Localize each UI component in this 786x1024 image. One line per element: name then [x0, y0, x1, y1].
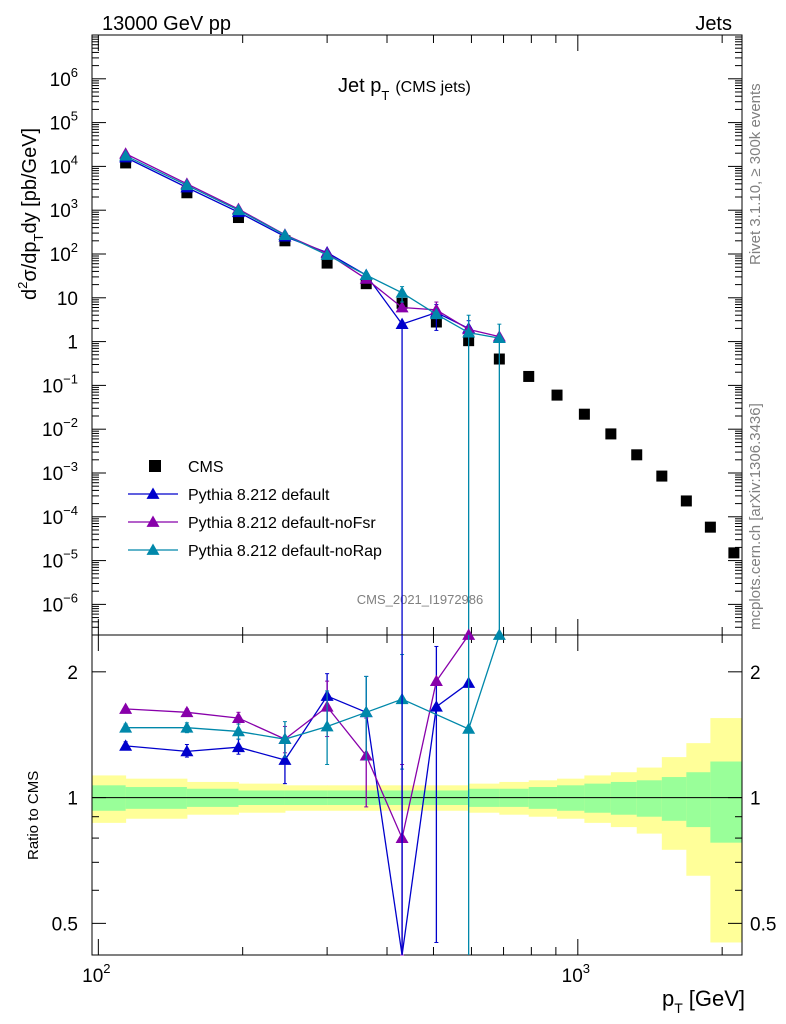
ratio-point — [119, 702, 133, 714]
ratio-line-2 — [125, 634, 500, 740]
data-point-cms — [680, 495, 692, 507]
data-point-cms — [656, 470, 668, 482]
main-panel: 10610510410310210110−110−210−310−410−510… — [42, 34, 743, 636]
y-tick-label: 106 — [50, 65, 78, 91]
x-axis-label: pT [GeV] — [662, 986, 745, 1016]
ratio-point — [278, 753, 292, 765]
data-point-mc — [395, 301, 409, 313]
y-tick-label: 10−3 — [42, 459, 78, 485]
uncertainty-band-inner — [584, 783, 612, 813]
ratio-y-tick-label-right: 2 — [750, 663, 761, 684]
data-point-cms — [578, 408, 590, 420]
uncertainty-band-inner — [686, 772, 711, 828]
y-tick-label: 105 — [50, 109, 78, 135]
ratio-y-tick-label-right: 1 — [750, 789, 761, 810]
plot-title: Jet pT (CMS jets) — [338, 75, 471, 103]
uncertainty-band-inner — [661, 777, 687, 821]
rivet-label: Rivet 3.1.10, ≥ 300k events — [747, 83, 764, 265]
data-point-mc — [359, 268, 373, 280]
y-tick-label: 1 — [67, 333, 78, 354]
legend-marker — [146, 487, 160, 499]
data-point-mc — [180, 178, 194, 191]
watermark: CMS_2021_I1972986 — [357, 592, 484, 607]
ratio-y-axis-label: Ratio to CMS — [25, 771, 42, 860]
legend-marker — [146, 543, 160, 555]
data-point-cms — [181, 187, 193, 199]
uncertainty-band-inner — [610, 781, 638, 815]
ratio-point — [180, 705, 194, 718]
y-tick-label: 10−2 — [42, 415, 78, 441]
legend: CMS Pythia 8.212 default Pythia 8.212 defa… — [128, 459, 382, 560]
ratio-point — [278, 732, 292, 745]
data-point-cms — [551, 389, 563, 401]
ratio-point — [429, 674, 443, 687]
data-point-mc — [278, 228, 292, 240]
ratio-line-0 — [125, 682, 470, 956]
header-left: 13000 GeV pp — [102, 13, 231, 35]
uncertainty-band-inner — [710, 761, 743, 843]
series-line-2 — [125, 153, 500, 338]
data-point-cms — [605, 428, 617, 440]
ratio-point — [119, 739, 133, 751]
data-point-mc — [395, 286, 409, 298]
data-point-cms — [321, 257, 333, 269]
series-line-3 — [125, 155, 500, 339]
ratio-point — [429, 700, 443, 712]
data-point-cms — [120, 157, 132, 169]
y-tick-label: 10 — [57, 289, 78, 310]
data-point-mc — [320, 248, 334, 260]
data-point-cms — [631, 449, 643, 461]
x-tick-label: 102 — [82, 961, 110, 987]
data-point-cms — [704, 521, 716, 533]
y-axis-label: d2σ/dpTdy [pb/GeV] — [15, 128, 46, 300]
ratio-y-tick-label: 1 — [67, 789, 78, 810]
data-point-cms — [728, 547, 740, 559]
x-tick-label: 103 — [562, 961, 590, 987]
y-tick-label: 103 — [50, 196, 78, 222]
y-tick-label: 104 — [50, 152, 78, 178]
data-point-cms — [523, 370, 535, 382]
ratio-point — [359, 705, 373, 718]
y-tick-label: 10−5 — [42, 547, 78, 573]
legend-marker — [146, 515, 160, 527]
data-point-mc — [395, 317, 409, 330]
ratio-point — [180, 744, 194, 757]
y-tick-label: 10−6 — [42, 590, 78, 616]
uncertainty-band-inner — [636, 780, 663, 817]
ratio-panel: 102 103 0.5 0.5 1 1 2 2 — [52, 628, 776, 987]
y-tick-label: 10−4 — [42, 503, 78, 529]
ratio-point — [462, 628, 476, 640]
header-right: Jets — [695, 13, 732, 35]
mcplots-label: mcplots.cern.ch [arXiv:1306.3436] — [747, 403, 764, 630]
ratio-point — [180, 721, 194, 733]
legend-label: Pythia 8.212 default-noRap — [188, 543, 382, 560]
ratio-point — [320, 719, 334, 732]
legend-label: CMS — [188, 459, 224, 476]
data-point-mc — [119, 149, 133, 161]
ratio-frame — [91, 634, 743, 956]
data-point-mc — [462, 326, 476, 338]
ratio-y-tick-label: 0.5 — [52, 914, 78, 935]
ratio-point — [231, 724, 245, 737]
legend-label: Pythia 8.212 default — [188, 487, 330, 504]
ratio-point — [231, 711, 245, 723]
legend-label: Pythia 8.212 default-noFsr — [188, 515, 376, 532]
y-tick-label: 10−1 — [42, 371, 78, 397]
ratio-y-tick-label-right: 0.5 — [750, 914, 776, 935]
data-point-mc — [492, 331, 506, 343]
y-tick-label: 102 — [50, 240, 78, 266]
data-point-mc — [429, 307, 443, 320]
data-point-mc — [231, 203, 245, 216]
legend-marker-cms — [149, 460, 161, 472]
ratio-point — [231, 740, 245, 753]
ratio-y-tick-label: 2 — [67, 663, 78, 684]
data-point-cms — [232, 212, 244, 224]
ratio-point — [492, 628, 506, 640]
ratio-point — [119, 721, 133, 733]
